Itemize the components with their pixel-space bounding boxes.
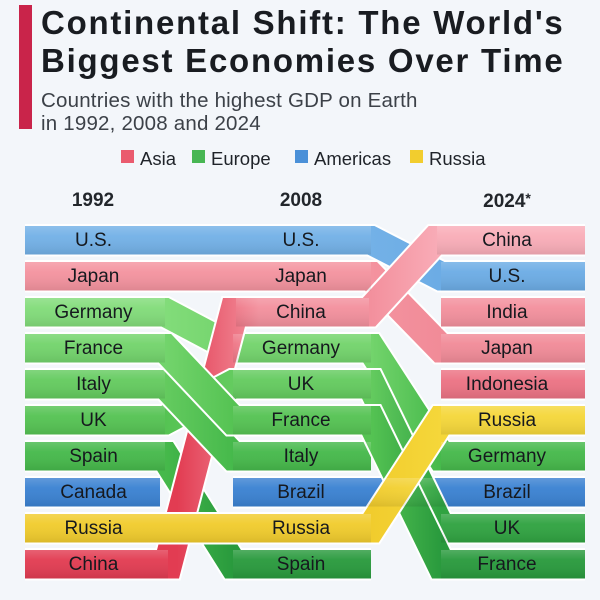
svg-text:China: China [276, 302, 326, 323]
svg-text:Spain: Spain [69, 446, 118, 467]
svg-text:France: France [477, 554, 536, 575]
svg-text:Japan: Japan [481, 338, 533, 359]
svg-text:UK: UK [494, 518, 521, 539]
svg-text:U.S.: U.S. [283, 230, 320, 251]
svg-text:Germany: Germany [262, 338, 341, 359]
svg-text:Italy: Italy [76, 374, 111, 395]
svg-text:Spain: Spain [277, 554, 326, 575]
svg-text:China: China [482, 230, 532, 251]
svg-text:Russia: Russia [64, 518, 123, 539]
svg-text:Germany: Germany [54, 302, 133, 323]
svg-text:India: India [486, 302, 528, 323]
svg-text:Indonesia: Indonesia [466, 374, 549, 395]
svg-text:France: France [64, 338, 123, 359]
svg-text:Russia: Russia [272, 518, 331, 539]
svg-text:Russia: Russia [478, 410, 537, 431]
svg-text:Japan: Japan [68, 266, 120, 287]
svg-text:Brazil: Brazil [483, 482, 531, 503]
svg-text:China: China [69, 554, 119, 575]
svg-text:Canada: Canada [60, 482, 127, 503]
svg-text:U.S.: U.S. [75, 230, 112, 251]
svg-text:UK: UK [288, 374, 315, 395]
svg-text:Germany: Germany [468, 446, 547, 467]
svg-text:U.S.: U.S. [489, 266, 526, 287]
svg-text:France: France [271, 410, 330, 431]
svg-text:Japan: Japan [275, 266, 327, 287]
svg-text:UK: UK [80, 410, 107, 431]
svg-text:Brazil: Brazil [277, 482, 325, 503]
svg-text:Italy: Italy [284, 446, 319, 467]
